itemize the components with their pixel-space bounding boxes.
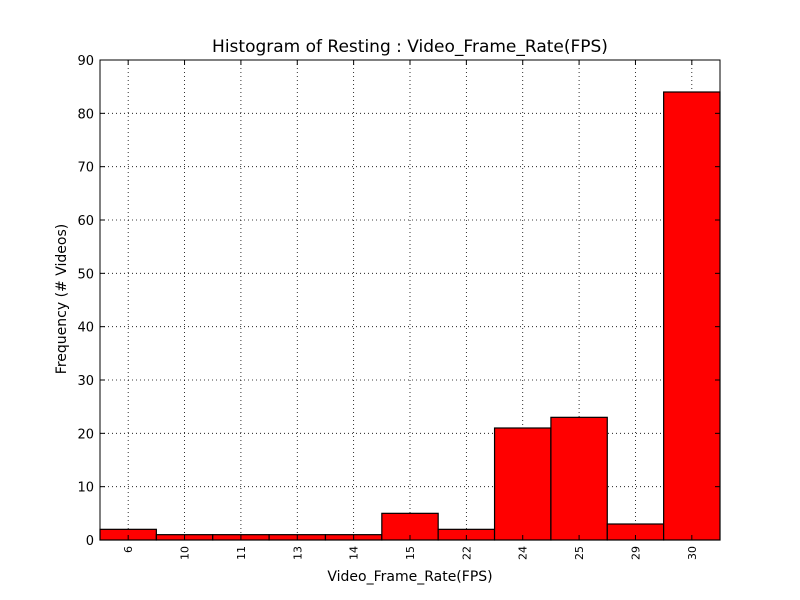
x-tick-label: 24 (517, 546, 530, 560)
x-tick-label: 22 (460, 546, 473, 560)
y-tick-label: 0 (86, 534, 94, 549)
x-tick-label: 13 (291, 546, 304, 560)
x-tick-label: 30 (686, 546, 699, 560)
y-tick-label: 20 (77, 427, 94, 442)
x-tick-label: 10 (179, 546, 192, 560)
x-tick-label: 11 (235, 546, 248, 560)
y-tick-label: 10 (77, 481, 94, 496)
bar-25 (550, 416, 608, 541)
x-tick-label: 6 (122, 546, 135, 553)
y-tick-label: 50 (77, 267, 94, 282)
y-axis-ticks: 0 10 20 30 40 50 60 70 80 90 (77, 54, 720, 549)
x-axis-label: Video_Frame_Rate(FPS) (327, 569, 492, 585)
y-axis-label: Frequency (# Videos) (54, 224, 70, 374)
y-tick-label: 40 (77, 321, 94, 336)
y-tick-label: 90 (77, 54, 94, 69)
y-tick-label: 30 (77, 374, 94, 389)
bar-24 (493, 427, 552, 541)
y-tick-label: 70 (77, 161, 94, 176)
chart-title: Histogram of Resting : Video_Frame_Rate(… (212, 37, 608, 57)
x-tick-label: 25 (573, 546, 586, 560)
x-tick-label: 29 (629, 546, 642, 560)
x-tick-label: 15 (404, 546, 417, 560)
x-tick-label: 14 (348, 546, 361, 560)
bar-30 (663, 91, 721, 541)
y-tick-label: 80 (77, 107, 94, 122)
x-axis-ticks: 6 10 11 13 14 15 22 24 25 29 30 (122, 60, 699, 560)
y-tick-label: 60 (77, 214, 94, 229)
